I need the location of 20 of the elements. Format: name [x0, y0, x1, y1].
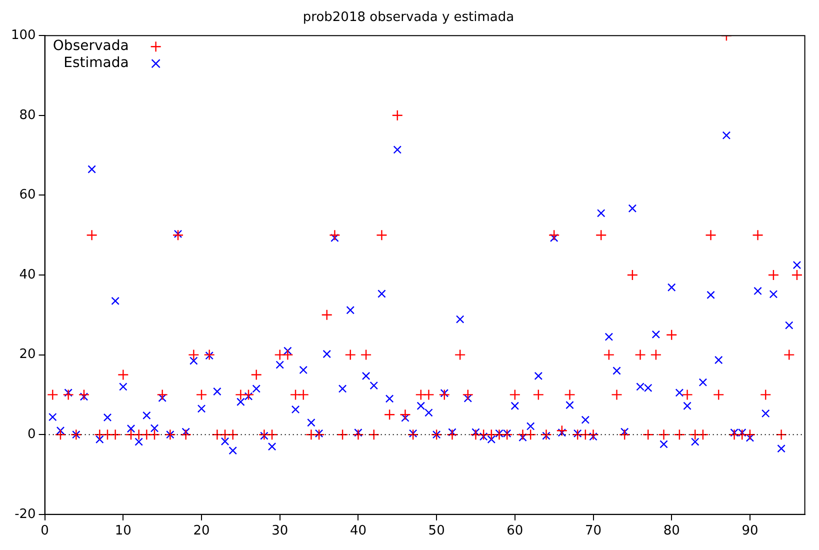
x-tick-label: 30 [272, 524, 288, 539]
x-tick-label: 40 [350, 524, 366, 539]
y-tick-label: 60 [19, 188, 36, 203]
x-tick-label: 20 [193, 524, 210, 539]
y-tick-label: 0 [28, 426, 36, 442]
x-tick-label: 50 [428, 524, 445, 539]
y-tick-label: 20 [19, 347, 36, 362]
chart-title: prob2018 observada y estimada [302, 10, 514, 26]
x-tick-label: 70 [584, 524, 602, 539]
x-tick-label: 60 [506, 524, 524, 539]
legend-label: Observada [52, 38, 129, 54]
y-tick-label: 80 [19, 108, 36, 123]
x-tick-label: 0 [40, 524, 49, 539]
y-tick-label: 100 [10, 28, 36, 43]
x-tick-label: 10 [114, 524, 132, 539]
y-tick-label: -20 [14, 506, 36, 522]
x-tick-label: 80 [663, 524, 680, 539]
legend-label: Estimada [64, 55, 129, 72]
x-tick-label: 90 [742, 524, 758, 539]
y-tick-label: 40 [19, 267, 36, 282]
